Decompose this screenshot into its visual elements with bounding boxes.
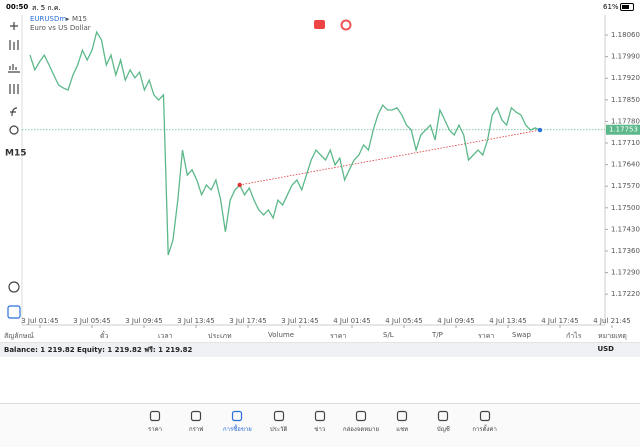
y-tick-label: 1.17710 <box>611 139 640 147</box>
tab-icon[interactable] <box>396 410 408 422</box>
y-tick-label: 1.18060 <box>611 31 640 39</box>
column-header: กำไร <box>566 332 582 340</box>
tab-label[interactable]: การตั้งค่า <box>472 426 497 433</box>
one-click-trading[interactable] <box>314 20 325 29</box>
tab-icon[interactable] <box>437 410 449 422</box>
toolbar <box>7 22 21 319</box>
tab-glyph <box>479 410 490 422</box>
function-tool[interactable] <box>10 107 18 117</box>
position-open <box>237 182 242 188</box>
y-tick-label: 1.17430 <box>611 225 640 233</box>
settings-tool[interactable] <box>9 84 19 94</box>
y-tick-label: 1.17920 <box>611 74 640 82</box>
bars-tool[interactable] <box>8 64 20 73</box>
tab-glyph <box>232 410 243 422</box>
y-tick-label: 1.17990 <box>611 53 640 61</box>
x-tick-label: 3 Jul 21:45 <box>281 317 319 325</box>
x-tick-label: 4 Jul 13:45 <box>489 317 527 325</box>
sidebar-timeframe[interactable]: M15 <box>5 149 26 159</box>
status-time: 00:50 <box>6 3 29 11</box>
last-price-dot <box>537 127 543 133</box>
column-header: ราคา <box>330 332 347 340</box>
x-tick-label: 3 Jul 05:45 <box>73 317 111 325</box>
y-tick-label: 1.17850 <box>611 96 640 104</box>
y-tick-label: 1.17780 <box>611 117 640 125</box>
y-tick-label: 1.17220 <box>611 290 640 298</box>
x-tick-label: 3 Jul 17:45 <box>229 317 267 325</box>
chart-mode[interactable] <box>340 19 352 31</box>
x-tick-label: 4 Jul 21:45 <box>593 317 631 325</box>
tab-glyph <box>438 410 449 422</box>
objects-tool[interactable] <box>9 125 19 135</box>
tab-icon[interactable] <box>231 410 243 422</box>
tab-label[interactable]: การซื้อขาย <box>222 426 252 433</box>
column-header: T/P <box>432 331 443 339</box>
column-header: เวลา <box>158 332 173 340</box>
tab-glyph <box>191 410 202 422</box>
indicators-tool[interactable] <box>9 40 19 50</box>
chart: M15 EURUSDm ▸ M15 Euro vs US Dollar 1.18… <box>5 15 640 328</box>
svg-text:▸: ▸ <box>66 15 70 23</box>
account-summary: Balance: 1 219.82 Equity: 1 219.82 ฟรี: … <box>4 346 193 354</box>
column-header: Swap <box>512 331 531 339</box>
tab-label[interactable]: กล่องจดหมาย <box>342 426 380 433</box>
tab-glyph <box>149 410 161 422</box>
y-tick-label: 1.17500 <box>611 204 640 212</box>
crosshair-tool[interactable] <box>10 22 18 30</box>
tab-icon[interactable] <box>479 410 491 422</box>
tab-icon[interactable] <box>314 410 326 422</box>
y-tick-label: 1.17640 <box>611 161 640 169</box>
account-currency: USD <box>597 345 614 353</box>
x-tick-label: 4 Jul 01:45 <box>333 317 371 325</box>
tab-icon[interactable] <box>190 410 202 422</box>
battery-icon <box>620 3 634 11</box>
timeframe[interactable]: M15 <box>72 15 87 23</box>
tab-glyph <box>314 410 325 422</box>
table-header <box>0 328 640 343</box>
y-tick-label: 1.17570 <box>611 182 640 190</box>
tab-label[interactable]: ประวัติ <box>269 426 288 433</box>
current-price-label: 1.17753 <box>609 126 638 134</box>
battery-level: 61% <box>603 3 619 11</box>
position-line <box>239 129 541 186</box>
symbol-description: Euro vs US Dollar <box>30 24 91 32</box>
x-tick-label: 4 Jul 17:45 <box>541 317 579 325</box>
tab-glyph <box>355 410 367 422</box>
account-row: Balance: 1 219.82 Equity: 1 219.82 ฟรี: … <box>0 343 640 357</box>
tab-icon[interactable] <box>273 410 285 422</box>
x-tick-label: 3 Jul 01:45 <box>21 317 59 325</box>
tab-label[interactable]: กราฟ <box>188 426 204 433</box>
column-header: หมายเหตุ <box>598 332 627 340</box>
column-header: ราคา <box>478 332 495 340</box>
trade-tool[interactable] <box>7 305 21 319</box>
tab-label[interactable]: บัญชี <box>436 426 450 433</box>
y-tick-label: 1.17360 <box>611 247 640 255</box>
x-tick-label: 3 Jul 09:45 <box>125 317 163 325</box>
tab-icon[interactable] <box>149 410 161 422</box>
y-tick-label: 1.17290 <box>611 269 640 277</box>
tab-icon[interactable] <box>355 410 367 422</box>
status-date: ส. 5 ก.ค. <box>32 4 61 12</box>
tab-label[interactable]: ข่าว <box>314 426 326 433</box>
price-line <box>29 30 541 256</box>
column-header: ประเภท <box>208 332 232 340</box>
tab-label[interactable]: แชท <box>396 426 409 433</box>
x-tick-label: 4 Jul 05:45 <box>385 317 423 325</box>
column-header: Volume <box>268 331 295 339</box>
column-header: S/L <box>383 331 394 339</box>
tab-glyph <box>273 410 284 422</box>
zoom-tool[interactable] <box>8 281 20 293</box>
symbol[interactable]: EURUSDm <box>30 15 66 23</box>
tab-glyph <box>397 410 408 422</box>
column-header: ตั๋ว <box>100 332 109 340</box>
tab-bar: ราคา กราฟ การซื้อขาย ประวัติ ข่าว กล่องจดหมาย… <box>0 403 640 447</box>
tab-label[interactable]: ราคา <box>148 426 162 433</box>
column-header: สัญลักษณ์ <box>4 332 34 340</box>
x-tick-label: 3 Jul 13:45 <box>177 317 215 325</box>
current-price-box <box>606 124 640 135</box>
x-tick-label: 4 Jul 09:45 <box>437 317 475 325</box>
